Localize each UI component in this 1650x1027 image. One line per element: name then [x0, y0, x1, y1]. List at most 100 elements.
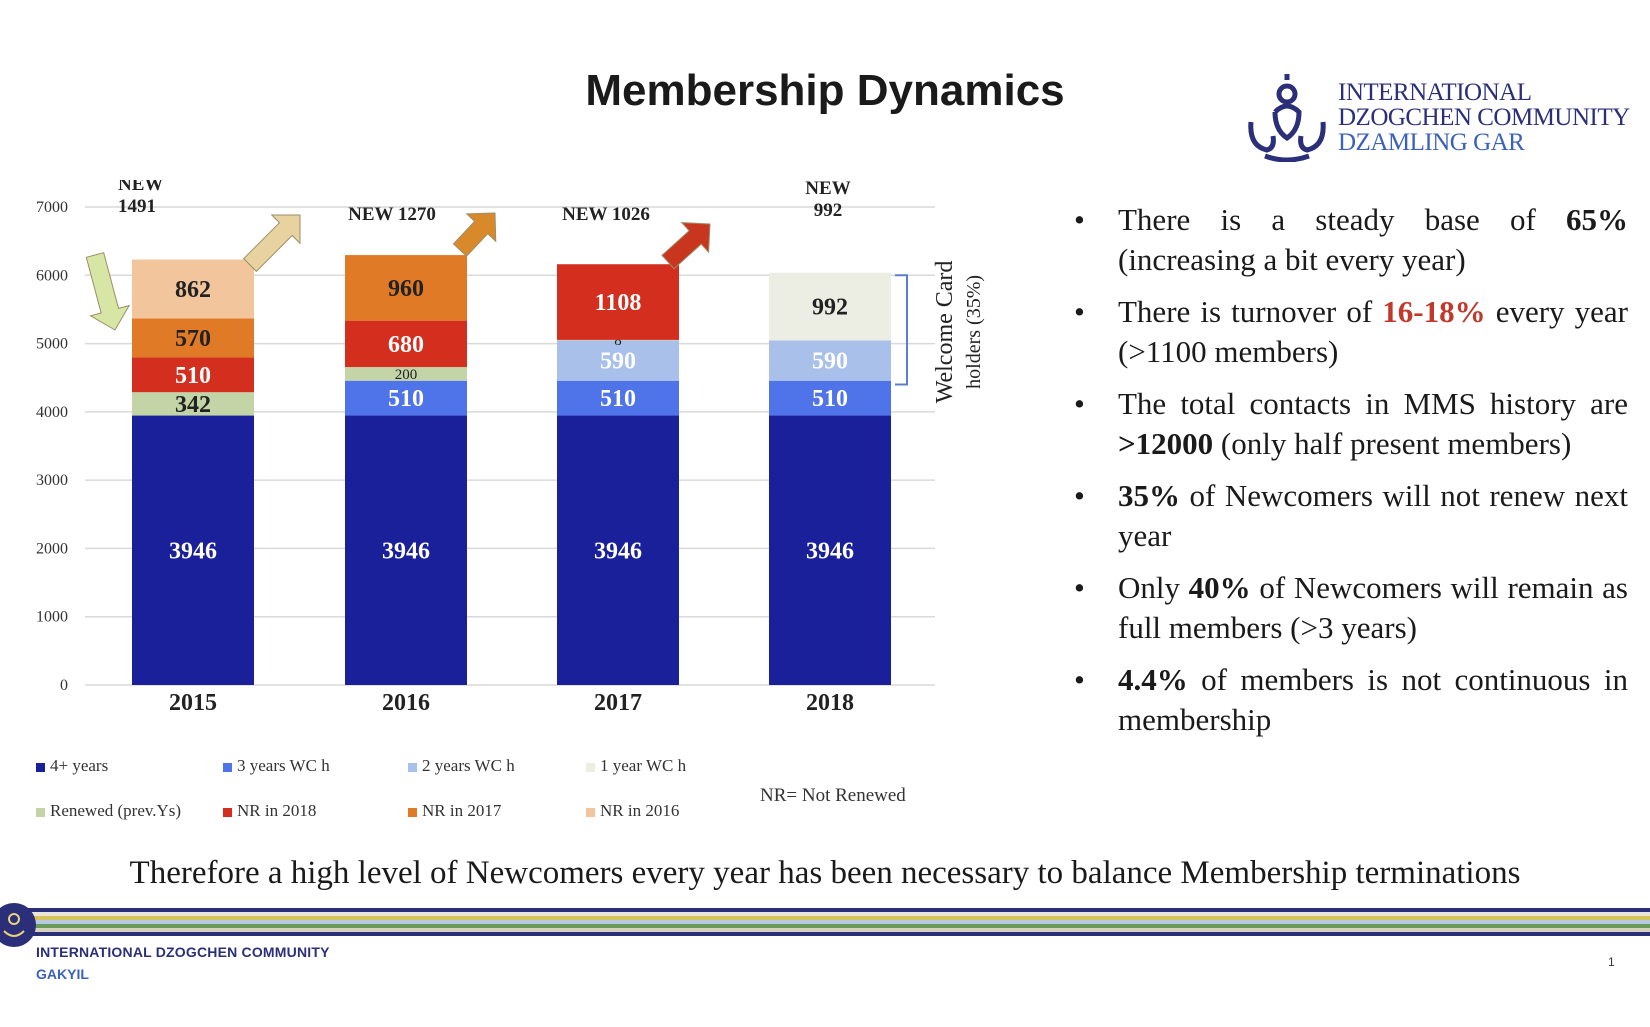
footer-stripe [25, 928, 1650, 932]
bar-value-label: 3946 [169, 538, 217, 564]
conclusion-text: Therefore a high level of Newcomers ever… [129, 855, 1521, 891]
legend-item: 3 years WC h [223, 756, 330, 776]
welcome-card-bracket [895, 274, 908, 386]
bullet-highlight: >12000 [1118, 426, 1214, 461]
footer-stripes [25, 908, 1650, 936]
bullet-text: Only [1118, 570, 1189, 605]
bullet-item: Only 40% of Newcomers will remain as ful… [1068, 568, 1628, 648]
bar-value-label: 8 [614, 333, 622, 349]
legend-swatch [586, 807, 595, 817]
x-tick-label: 2018 [806, 690, 854, 716]
bullet-text: of members is not continuous in membersh… [1118, 662, 1628, 737]
legend-label: Renewed (prev.Ys) [50, 801, 182, 820]
dzogchen-logo-icon [1248, 74, 1326, 162]
bar-segment [345, 320, 467, 368]
footer-org-name: INTERNATIONAL DZOGCHEN COMMUNITY [36, 944, 330, 960]
bullet-highlight: 16-18% [1382, 294, 1486, 329]
bullet-text: of Newcomers will remain as full members… [1118, 570, 1628, 645]
legend-item: Renewed (prev.Ys) [36, 801, 181, 821]
footer-stripe [25, 908, 1650, 912]
y-tick-label: 0 [60, 677, 68, 694]
bullet-item: 35% of Newcomers will not renew next yea… [1068, 476, 1628, 556]
bar-segment [769, 272, 891, 341]
bullet-item: There is turnover of 16-18% every year (… [1068, 292, 1628, 372]
org-logo-line2: DZOGCHEN COMMUNITY [1338, 104, 1630, 131]
org-logo-line1: INTERNATIONAL [1338, 79, 1532, 106]
footer-stripe [25, 916, 1650, 920]
bullet-text: There is a steady base of [1118, 202, 1566, 237]
legend-item: NR in 2018 [223, 801, 316, 821]
membership-stacked-bar-chart: 0 1000 2000 3000 4000 5000 6000 7000 3946 342 510 5… [36, 180, 985, 716]
bar-value-label: 862 [175, 277, 211, 303]
legend-label: 3 years WC h [237, 756, 330, 775]
legend-item: 4+ years [36, 756, 108, 776]
legend-swatch [408, 807, 417, 817]
legend-swatch [223, 762, 232, 772]
bar-value-label: 510 [812, 386, 848, 412]
x-tick-label: 2017 [594, 690, 642, 716]
bullet-item: 4.4% of members is not continuous in mem… [1068, 660, 1628, 740]
bullet-text: There is turnover of [1118, 294, 1383, 329]
new-members-label: 992 [814, 200, 843, 221]
up-arrow-icon [661, 222, 711, 270]
legend-swatch [408, 762, 417, 772]
bar-segment [769, 415, 891, 685]
new-members-label: NEW [118, 180, 163, 195]
bar-value-label: 510 [600, 386, 636, 412]
bar-segment [557, 415, 679, 685]
bracket-label: Welcome Card [932, 261, 958, 404]
bullet-highlight: 65% [1566, 202, 1628, 237]
bar-segment [345, 255, 467, 321]
bar-value-label: 3946 [382, 538, 430, 564]
x-tick-label: 2016 [382, 690, 430, 716]
page-number: 1 [1608, 955, 1615, 969]
bar-segment [769, 380, 891, 416]
up-arrow-icon [242, 214, 301, 273]
bar-value-label: 570 [175, 326, 211, 352]
legend-item: 2 years WC h [408, 756, 515, 776]
bullet-text: The total contacts in MMS history are [1118, 386, 1628, 421]
bar-value-label: 590 [812, 349, 848, 375]
new-members-label: NEW 1026 [562, 204, 650, 225]
bullet-highlight: 40% [1188, 570, 1251, 605]
footer-stripe [25, 924, 1650, 928]
y-tick-label: 2000 [36, 540, 68, 557]
x-tick-label: 2015 [169, 690, 217, 716]
bullet-text: of Newcomers will not renew next year [1118, 478, 1628, 553]
legend-label: 4+ years [50, 756, 109, 775]
bar-value-label: 510 [388, 386, 424, 412]
legend-swatch [36, 807, 45, 817]
y-tick-label: 7000 [36, 199, 68, 216]
bar-segment [132, 392, 254, 416]
bar-value-label: 960 [388, 276, 424, 302]
legend-label: 1 year WC h [600, 756, 687, 775]
y-tick-label: 6000 [36, 267, 68, 284]
bar-value-label: 200 [395, 367, 418, 383]
new-members-label: 1491 [118, 196, 156, 217]
bar-value-label: 342 [175, 392, 211, 418]
y-tick-label: 1000 [36, 609, 68, 626]
footer-logo-icon [0, 903, 36, 947]
legend-label: NR in 2017 [422, 801, 502, 820]
bar-segment [769, 340, 891, 381]
bullet-text: (increasing a bit every year) [1118, 242, 1466, 277]
bar-segment [557, 380, 679, 416]
bullet-item: The total contacts in MMS history are >1… [1068, 384, 1628, 464]
bullet-highlight: 35% [1118, 478, 1180, 513]
org-logo-text: INTERNATIONAL DZOGCHEN COMMUNITY DZAMLIN… [1338, 80, 1630, 155]
bracket-label: holders (35%) [963, 275, 985, 389]
legend-item: 1 year WC h [586, 756, 686, 776]
legend-item: NR in 2017 [408, 801, 501, 821]
bar-value-label: 590 [600, 349, 636, 375]
legend-swatch [586, 762, 595, 772]
legend-swatch [223, 807, 232, 817]
footer-stripe [25, 912, 1650, 916]
bar-segment [345, 380, 467, 416]
bullet-text: (only half present members) [1213, 426, 1572, 461]
bullet-item: There is a steady base of 65% (increasin… [1068, 200, 1628, 280]
bullet-highlight: 4.4% [1118, 662, 1188, 697]
nr-note: NR= Not Renewed [760, 785, 906, 806]
legend-label: 2 years WC h [422, 756, 515, 775]
legend-label: NR in 2018 [237, 801, 317, 820]
new-members-label: NEW [805, 180, 850, 199]
